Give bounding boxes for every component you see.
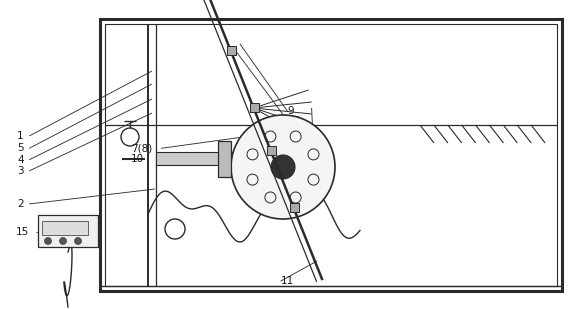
Text: 9: 9 [288,106,294,116]
Text: 4: 4 [17,155,24,165]
Circle shape [231,115,335,219]
Circle shape [59,238,67,244]
Text: 10: 10 [131,154,144,164]
Text: 3: 3 [17,166,24,176]
Bar [289,203,298,212]
Bar [227,46,236,55]
Text: 5: 5 [17,143,24,153]
Bar [250,103,259,112]
Text: 14: 14 [288,161,301,171]
Bar [156,152,260,165]
Bar [218,141,231,177]
Bar [105,24,557,286]
Bar [38,215,98,247]
Text: 1: 1 [17,131,24,141]
Circle shape [271,155,295,179]
Circle shape [75,238,82,244]
Text: 6: 6 [288,192,294,202]
Text: 15: 15 [16,227,29,237]
Text: 11: 11 [281,276,294,286]
Text: 14: 14 [288,201,301,211]
Text: 12: 12 [288,170,301,180]
Text: 14: 14 [288,116,301,125]
Circle shape [44,238,52,244]
Text: 13: 13 [313,140,327,150]
Bar [42,221,88,235]
Bar [100,19,562,291]
Bar [267,146,275,155]
Text: 7(8): 7(8) [131,143,152,153]
Text: 2: 2 [17,199,24,209]
